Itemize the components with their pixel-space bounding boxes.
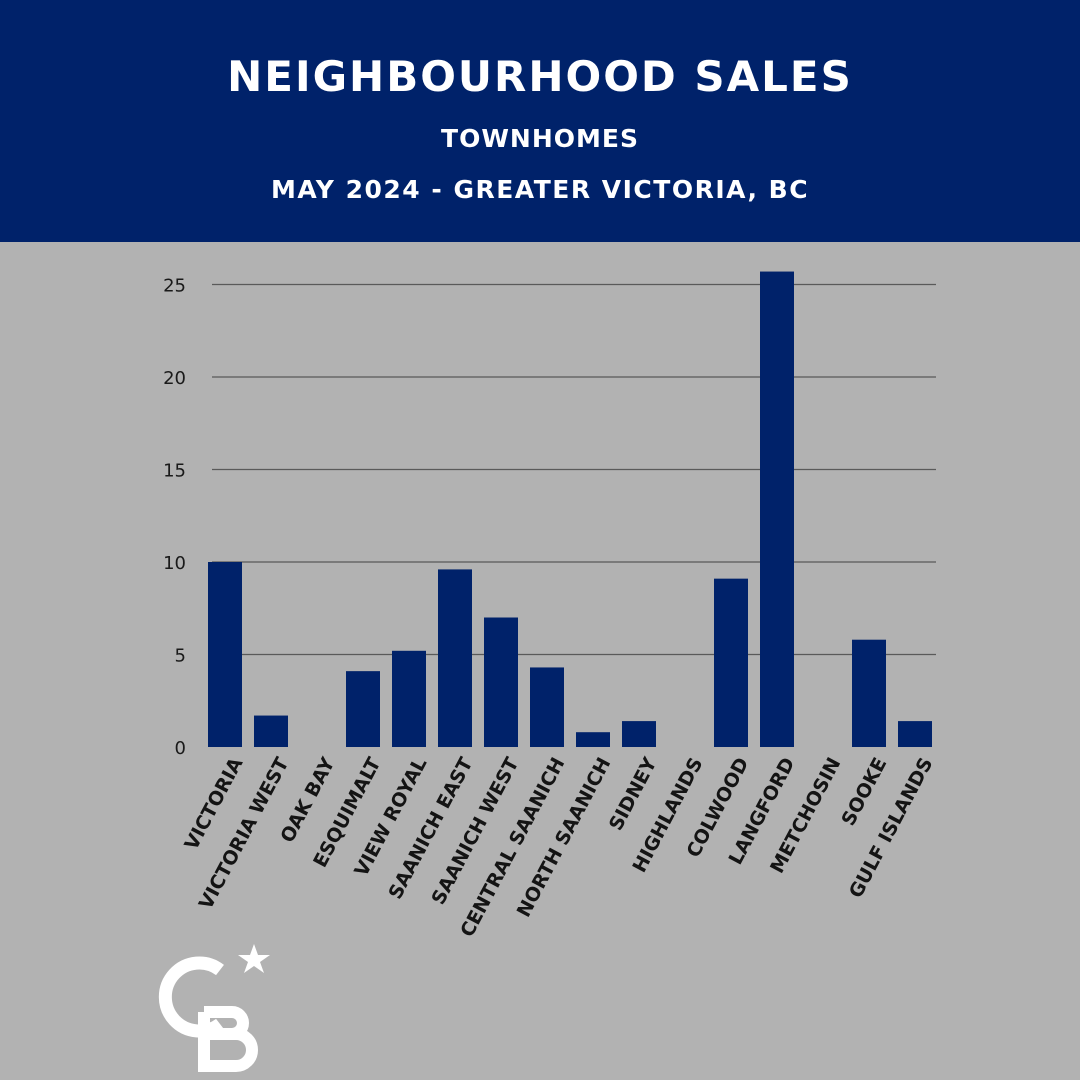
y-tick-label: 10 (163, 553, 186, 574)
y-tick-label: 0 (175, 738, 186, 759)
bar-victoria (208, 562, 242, 747)
y-tick-label: 25 (163, 276, 186, 297)
y-tick-label: 15 (163, 461, 186, 482)
bar-saanich-west (484, 617, 518, 747)
y-tick-label: 20 (163, 368, 186, 389)
coldwell-banker-logo-icon (158, 944, 270, 1072)
x-tick-label: GULF ISLANDS (845, 754, 938, 902)
bar-victoria-west (254, 715, 288, 747)
bar-north-saanich (576, 732, 610, 747)
chart-subtitle: TOWNHOMES (441, 124, 639, 153)
chart-title: NEIGHBOURHOOD SALES (227, 52, 853, 101)
bar-sidney (622, 721, 656, 747)
y-tick-label: 5 (175, 646, 186, 667)
bar-esquimalt (346, 671, 380, 747)
bar-view-royal (392, 650, 426, 747)
bar-langford (760, 271, 794, 747)
bar-sooke (852, 639, 886, 747)
bar-colwood (714, 578, 748, 747)
bar-saanich-east (438, 569, 472, 747)
header-banner: NEIGHBOURHOOD SALES TOWNHOMES MAY 2024 -… (0, 0, 1080, 242)
y-axis-ticks: 0 5 10 15 20 25 (163, 276, 186, 760)
gridlines (212, 283, 936, 656)
bars (208, 271, 932, 747)
bar-central-saanich (530, 667, 564, 747)
chart-subtitle-date-region: MAY 2024 - GREATER VICTORIA, BC (270, 175, 810, 204)
bar-gulf-islands (898, 721, 932, 747)
